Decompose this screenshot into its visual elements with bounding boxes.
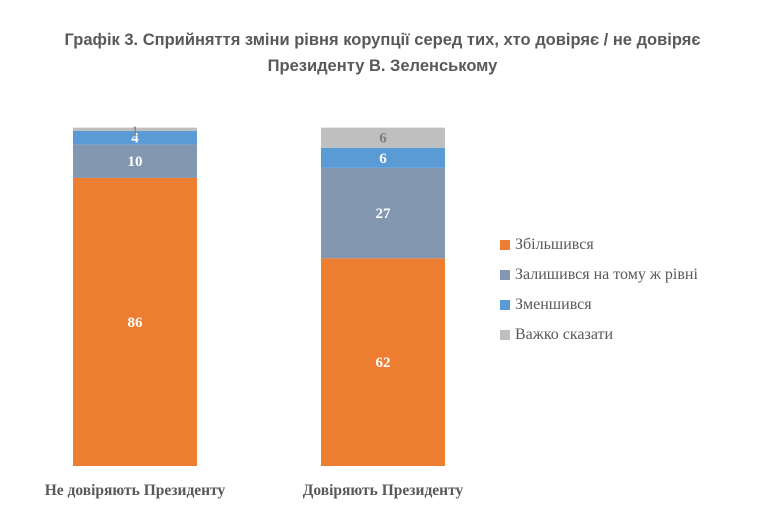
- data-label-same-0: 10: [128, 154, 143, 170]
- legend-item-decreased: Зменшився: [500, 290, 698, 320]
- legend-label-same: Залишився на тому ж рівні: [515, 266, 698, 283]
- bar-segment-decreased-0: [73, 131, 197, 145]
- bar-segment-increased-0: [73, 177, 197, 466]
- chart-title: Графік 3. Сприйняття зміни рівня корупці…: [0, 27, 765, 79]
- chart-title-line-2: Президенту В. Зеленському: [267, 57, 498, 75]
- legend-label-increased: Збільшився: [515, 236, 594, 253]
- data-label-increased-0: 86: [128, 315, 144, 331]
- bar-segment-same-0: [73, 144, 197, 178]
- legend-swatch-increased: [500, 240, 510, 250]
- bar-segment-increased-1: [321, 258, 445, 466]
- data-label-hard_to_say-0: 1: [131, 124, 139, 140]
- data-label-hard_to_say-1: 6: [379, 131, 387, 147]
- legend-item-hard_to_say: Важко сказати: [500, 320, 698, 350]
- chart-title-line-1: Графік 3. Сприйняття зміни рівня корупці…: [64, 31, 701, 49]
- legend-swatch-decreased: [500, 300, 510, 310]
- legend-swatch-hard_to_say: [500, 330, 510, 340]
- bar-segment-decreased-1: [321, 147, 445, 168]
- bar-segment-same-1: [321, 167, 445, 259]
- legend-swatch-same: [500, 270, 510, 280]
- legend-label-decreased: Зменшився: [515, 296, 592, 313]
- legend-item-same: Залишився на тому ж рівні: [500, 260, 698, 290]
- data-label-decreased-0: 4: [131, 131, 139, 147]
- category-label-1: Довіряють Президенту: [303, 482, 464, 499]
- data-label-increased-1: 62: [376, 355, 391, 371]
- bar-segment-hard_to_say-1: [321, 127, 445, 148]
- legend-label-hard_to_say: Важко сказати: [515, 326, 614, 343]
- data-label-same-1: 27: [376, 206, 392, 222]
- legend-item-increased: Збільшився: [500, 230, 698, 260]
- data-label-decreased-1: 6: [379, 151, 387, 167]
- chart-legend: Збільшився Залишився на тому ж рівні Зменш…: [500, 230, 698, 350]
- bar-segment-hard_to_say-0: [73, 127, 197, 131]
- category-label-0: Не довіряють Президенту: [45, 482, 226, 499]
